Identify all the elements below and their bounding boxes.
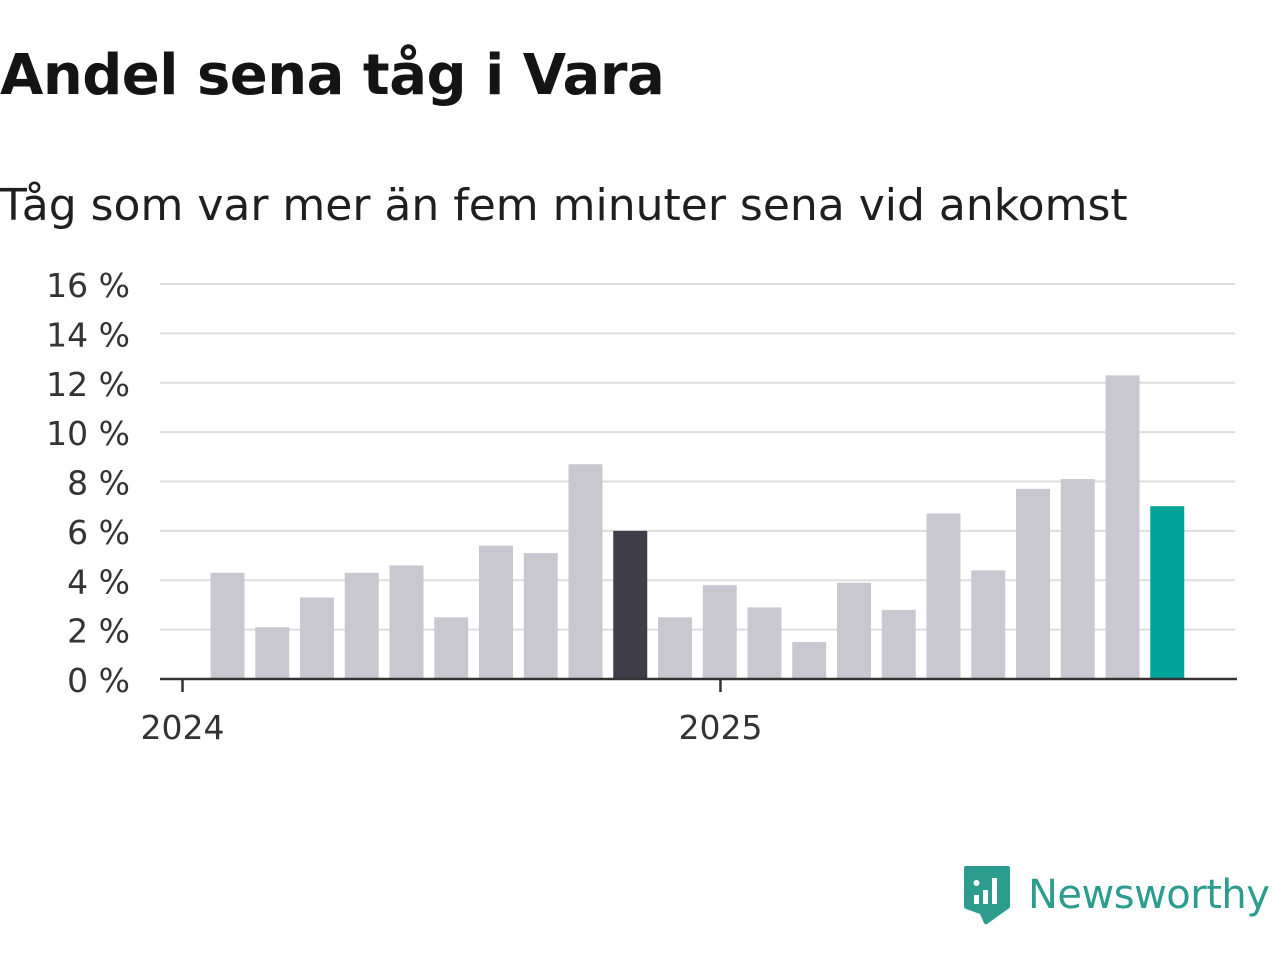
x-tick-label: 2025 (678, 708, 762, 747)
y-tick-label: 0 % (67, 661, 130, 700)
y-tick-label: 16 % (46, 266, 130, 305)
bar-2025-09 (1105, 375, 1140, 679)
bar-2025-05 (926, 513, 961, 679)
bar-2025-08 (1060, 479, 1095, 679)
y-axis-tick-labels: 0 % 2 % 4 % 6 % 8 % 10 % 12 % 14 % 16 % (46, 266, 130, 700)
bar-2024-04 (344, 572, 379, 679)
brand-name: Newsworthy (1028, 872, 1270, 918)
bar-2024-05 (389, 565, 424, 679)
bar-2024-11 (658, 617, 692, 679)
bars (210, 375, 1185, 679)
y-tick-label: 14 % (46, 315, 130, 354)
bar-2024-06 (434, 617, 469, 679)
newsworthy-brand: Newsworthy (962, 862, 1270, 928)
bar-2024-10 (613, 530, 648, 679)
y-tick-label: 10 % (46, 414, 130, 453)
y-tick-label: 2 % (67, 612, 130, 651)
y-tick-label: 4 % (67, 562, 130, 601)
newsworthy-logo-icon (964, 866, 1010, 925)
chart-title: Andel sena tåg i Vara (0, 43, 665, 108)
bar-2025-02 (792, 641, 827, 679)
x-axis-ticks: 2024 2025 (141, 679, 762, 747)
grid-lines (160, 283, 1235, 631)
bar-2025-10 (1150, 506, 1185, 679)
y-tick-label: 6 % (67, 513, 130, 552)
bar-chart: 0 % 2 % 4 % 6 % 8 % 10 % 12 % 14 % 16 % 2024 2025 (46, 266, 1237, 747)
x-tick-label: 2024 (141, 708, 225, 747)
bar-2024-07 (479, 545, 513, 679)
bar-2025-03 (837, 582, 871, 679)
bar-2024-08 (523, 553, 558, 679)
bar-2024-12 (702, 585, 737, 679)
bar-2025-07 (1016, 488, 1050, 679)
bar-2024-01 (210, 572, 245, 679)
bar-2025-04 (881, 609, 916, 679)
bar-2025-06 (971, 570, 1006, 679)
bar-2024-09 (568, 464, 603, 679)
bar-2024-03 (300, 597, 334, 679)
chart-subtitle: Tåg som var mer än fem minuter sena vid … (0, 180, 1128, 231)
y-tick-label: 12 % (46, 365, 130, 404)
y-tick-label: 8 % (67, 464, 130, 503)
bar-2025-01 (747, 607, 782, 679)
bar-2024-02 (255, 627, 290, 679)
